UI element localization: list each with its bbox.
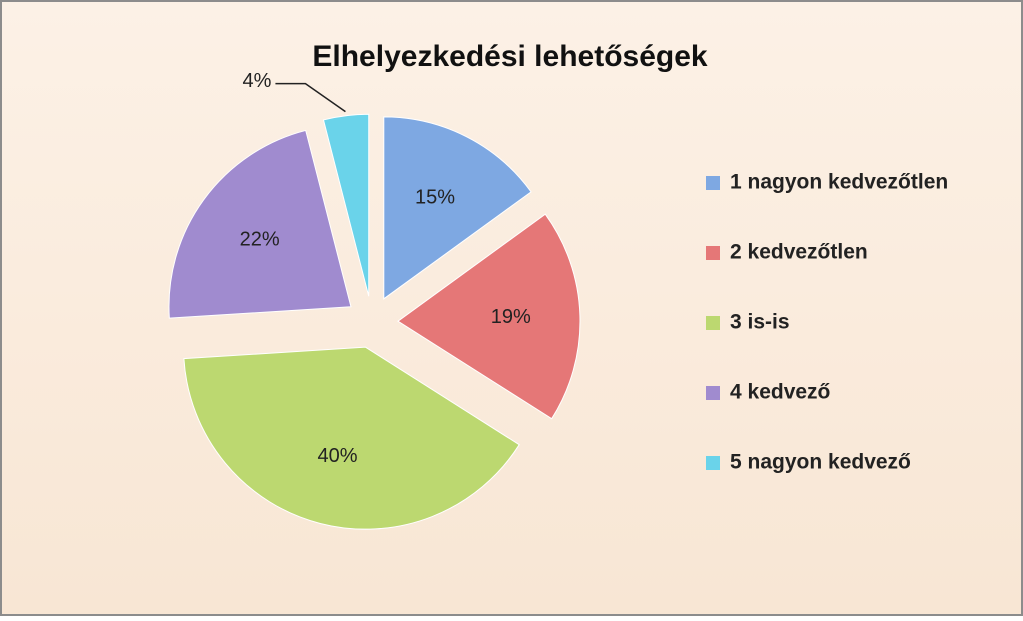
data-label: 15%: [415, 187, 455, 209]
legend-swatch: [706, 386, 720, 400]
data-label: 19%: [491, 306, 531, 328]
pie-slice: [383, 116, 532, 300]
pie-slice: [168, 129, 352, 319]
pie-slice: [322, 113, 370, 297]
chart-title: Elhelyezkedési lehetőségek: [312, 40, 708, 73]
legend-swatch: [706, 246, 720, 260]
legend-swatch: [706, 176, 720, 190]
data-label: 40%: [317, 445, 357, 467]
pie-slice: [183, 346, 520, 530]
legend-label: 4 kedvező: [730, 381, 830, 404]
legend-label: 3 is-is: [730, 311, 790, 334]
pie-slice: [397, 213, 581, 420]
legend-label: 5 nagyon kedvező: [730, 451, 911, 474]
legend-label: 1 nagyon kedvezőtlen: [730, 171, 948, 194]
data-label: 22%: [240, 229, 280, 251]
leader-line: [275, 82, 346, 113]
legend-swatch: [706, 456, 720, 470]
legend-label: 2 kedvezőtlen: [730, 241, 868, 264]
legend-swatch: [706, 316, 720, 330]
data-label: 4%: [243, 70, 272, 92]
